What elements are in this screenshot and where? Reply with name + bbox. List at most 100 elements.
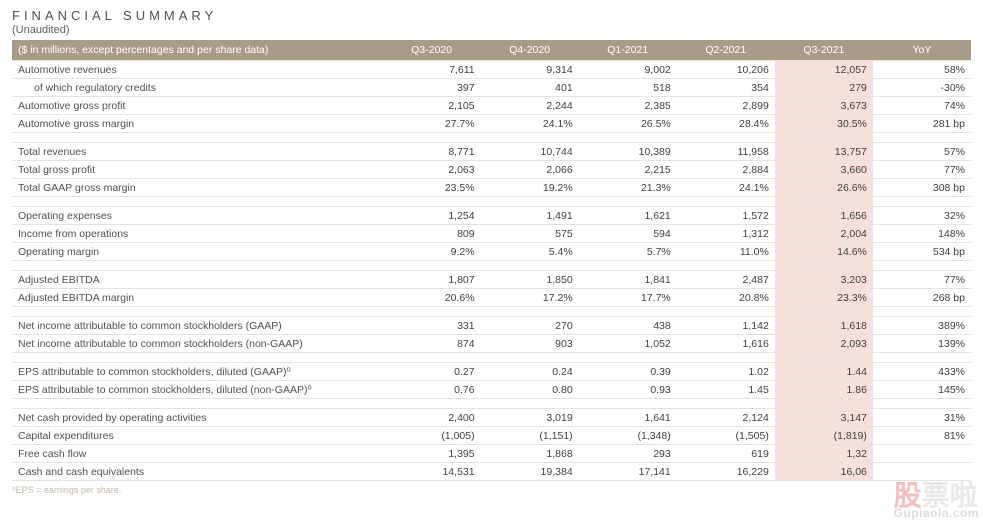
cell-value: 5.4% xyxy=(481,243,579,261)
col-header-q3-2020: Q3-2020 xyxy=(383,40,481,61)
row-label: Operating margin xyxy=(12,243,383,261)
spacer-cell xyxy=(579,399,677,409)
cell-value: 0.39 xyxy=(579,363,677,381)
cell-value: 619 xyxy=(677,445,775,463)
spacer-cell xyxy=(775,261,873,271)
cell-value: 0.24 xyxy=(481,363,579,381)
row-label: EPS attributable to common stockholders,… xyxy=(12,363,383,381)
cell-value: 9,002 xyxy=(579,61,677,79)
spacer-cell xyxy=(579,133,677,143)
cell-value: 2,215 xyxy=(579,161,677,179)
cell-value: 30.5% xyxy=(775,115,873,133)
cell-value: 16,06 xyxy=(775,463,873,481)
cell-value: 438 xyxy=(579,317,677,335)
cell-value: 9,314 xyxy=(481,61,579,79)
cell-value: 7,611 xyxy=(383,61,481,79)
table-body: Automotive revenues7,6119,3149,00210,206… xyxy=(12,61,971,481)
table-row: Net income attributable to common stockh… xyxy=(12,317,971,335)
cell-value: 534 bp xyxy=(873,243,971,261)
cell-value: 270 xyxy=(481,317,579,335)
spacer-cell xyxy=(383,197,481,207)
table-row: EPS attributable to common stockholders,… xyxy=(12,363,971,381)
cell-value: 139% xyxy=(873,335,971,353)
spacer-cell xyxy=(481,133,579,143)
page-subtitle: (Unaudited) xyxy=(12,24,971,36)
cell-value: 1,641 xyxy=(579,409,677,427)
cell-value: 2,899 xyxy=(677,97,775,115)
cell-value: 23.3% xyxy=(775,289,873,307)
cell-value: 268 bp xyxy=(873,289,971,307)
spacer-cell xyxy=(775,353,873,363)
cell-value: 148% xyxy=(873,225,971,243)
table-row: Cash and cash equivalents14,53119,38417,… xyxy=(12,463,971,481)
spacer-cell xyxy=(383,399,481,409)
cell-value xyxy=(873,445,971,463)
cell-value: 1,807 xyxy=(383,271,481,289)
table-row: Operating expenses1,2541,4911,6211,5721,… xyxy=(12,207,971,225)
row-label: Total revenues xyxy=(12,143,383,161)
cell-value: 1,621 xyxy=(579,207,677,225)
spacer-cell xyxy=(481,261,579,271)
table-row: Adjusted EBITDA margin20.6%17.2%17.7%20.… xyxy=(12,289,971,307)
cell-value: 8,771 xyxy=(383,143,481,161)
table-row: Capital expenditures(1,005)(1,151)(1,348… xyxy=(12,427,971,445)
spacer-cell xyxy=(579,353,677,363)
cell-value: 1,052 xyxy=(579,335,677,353)
spacer-cell xyxy=(677,399,775,409)
row-label: EPS attributable to common stockholders,… xyxy=(12,381,383,399)
row-label: of which regulatory credits xyxy=(12,79,383,97)
cell-value: 31% xyxy=(873,409,971,427)
spacer-cell xyxy=(873,133,971,143)
row-label: Free cash flow xyxy=(12,445,383,463)
table-row xyxy=(12,197,971,207)
spacer-cell xyxy=(12,399,383,409)
table-row: Total GAAP gross margin23.5%19.2%21.3%24… xyxy=(12,179,971,197)
cell-value: 293 xyxy=(579,445,677,463)
spacer-cell xyxy=(775,307,873,317)
row-label: Income from operations xyxy=(12,225,383,243)
cell-value: 1,312 xyxy=(677,225,775,243)
table-row: Free cash flow1,3951,8682936191,32 xyxy=(12,445,971,463)
table-row xyxy=(12,307,971,317)
cell-value: 518 xyxy=(579,79,677,97)
cell-value: 26.5% xyxy=(579,115,677,133)
spacer-cell xyxy=(775,197,873,207)
cell-value: 32% xyxy=(873,207,971,225)
row-label: Net income attributable to common stockh… xyxy=(12,317,383,335)
cell-value: 17.2% xyxy=(481,289,579,307)
cell-value: 10,389 xyxy=(579,143,677,161)
cell-value: 2,487 xyxy=(677,271,775,289)
cell-value: 389% xyxy=(873,317,971,335)
cell-value: 2,884 xyxy=(677,161,775,179)
spacer-cell xyxy=(873,399,971,409)
table-row: Net income attributable to common stockh… xyxy=(12,335,971,353)
table-row xyxy=(12,133,971,143)
spacer-cell xyxy=(873,353,971,363)
spacer-cell xyxy=(677,261,775,271)
cell-value: 9.2% xyxy=(383,243,481,261)
table-row: Net cash provided by operating activitie… xyxy=(12,409,971,427)
financial-summary-container: FINANCIAL SUMMARY (Unaudited) ($ in mill… xyxy=(0,0,983,500)
spacer-cell xyxy=(873,197,971,207)
row-label: Net cash provided by operating activitie… xyxy=(12,409,383,427)
cell-value: 145% xyxy=(873,381,971,399)
cell-value: -30% xyxy=(873,79,971,97)
cell-value: 401 xyxy=(481,79,579,97)
cell-value: 281 bp xyxy=(873,115,971,133)
spacer-cell xyxy=(677,307,775,317)
table-row xyxy=(12,353,971,363)
financial-table: ($ in millions, except percentages and p… xyxy=(12,40,971,481)
spacer-cell xyxy=(383,133,481,143)
col-header-yoy: YoY xyxy=(873,40,971,61)
row-label: Adjusted EBITDA margin xyxy=(12,289,383,307)
cell-value: 0.27 xyxy=(383,363,481,381)
col-header-q3-2021: Q3-2021 xyxy=(775,40,873,61)
spacer-cell xyxy=(579,307,677,317)
cell-value: 26.6% xyxy=(775,179,873,197)
table-row: Automotive revenues7,6119,3149,00210,206… xyxy=(12,61,971,79)
row-label: Total gross profit xyxy=(12,161,383,179)
cell-value: 1.86 xyxy=(775,381,873,399)
watermark: 股票啦 Gupiaola.com xyxy=(894,483,979,519)
spacer-cell xyxy=(677,133,775,143)
cell-value: 11,958 xyxy=(677,143,775,161)
